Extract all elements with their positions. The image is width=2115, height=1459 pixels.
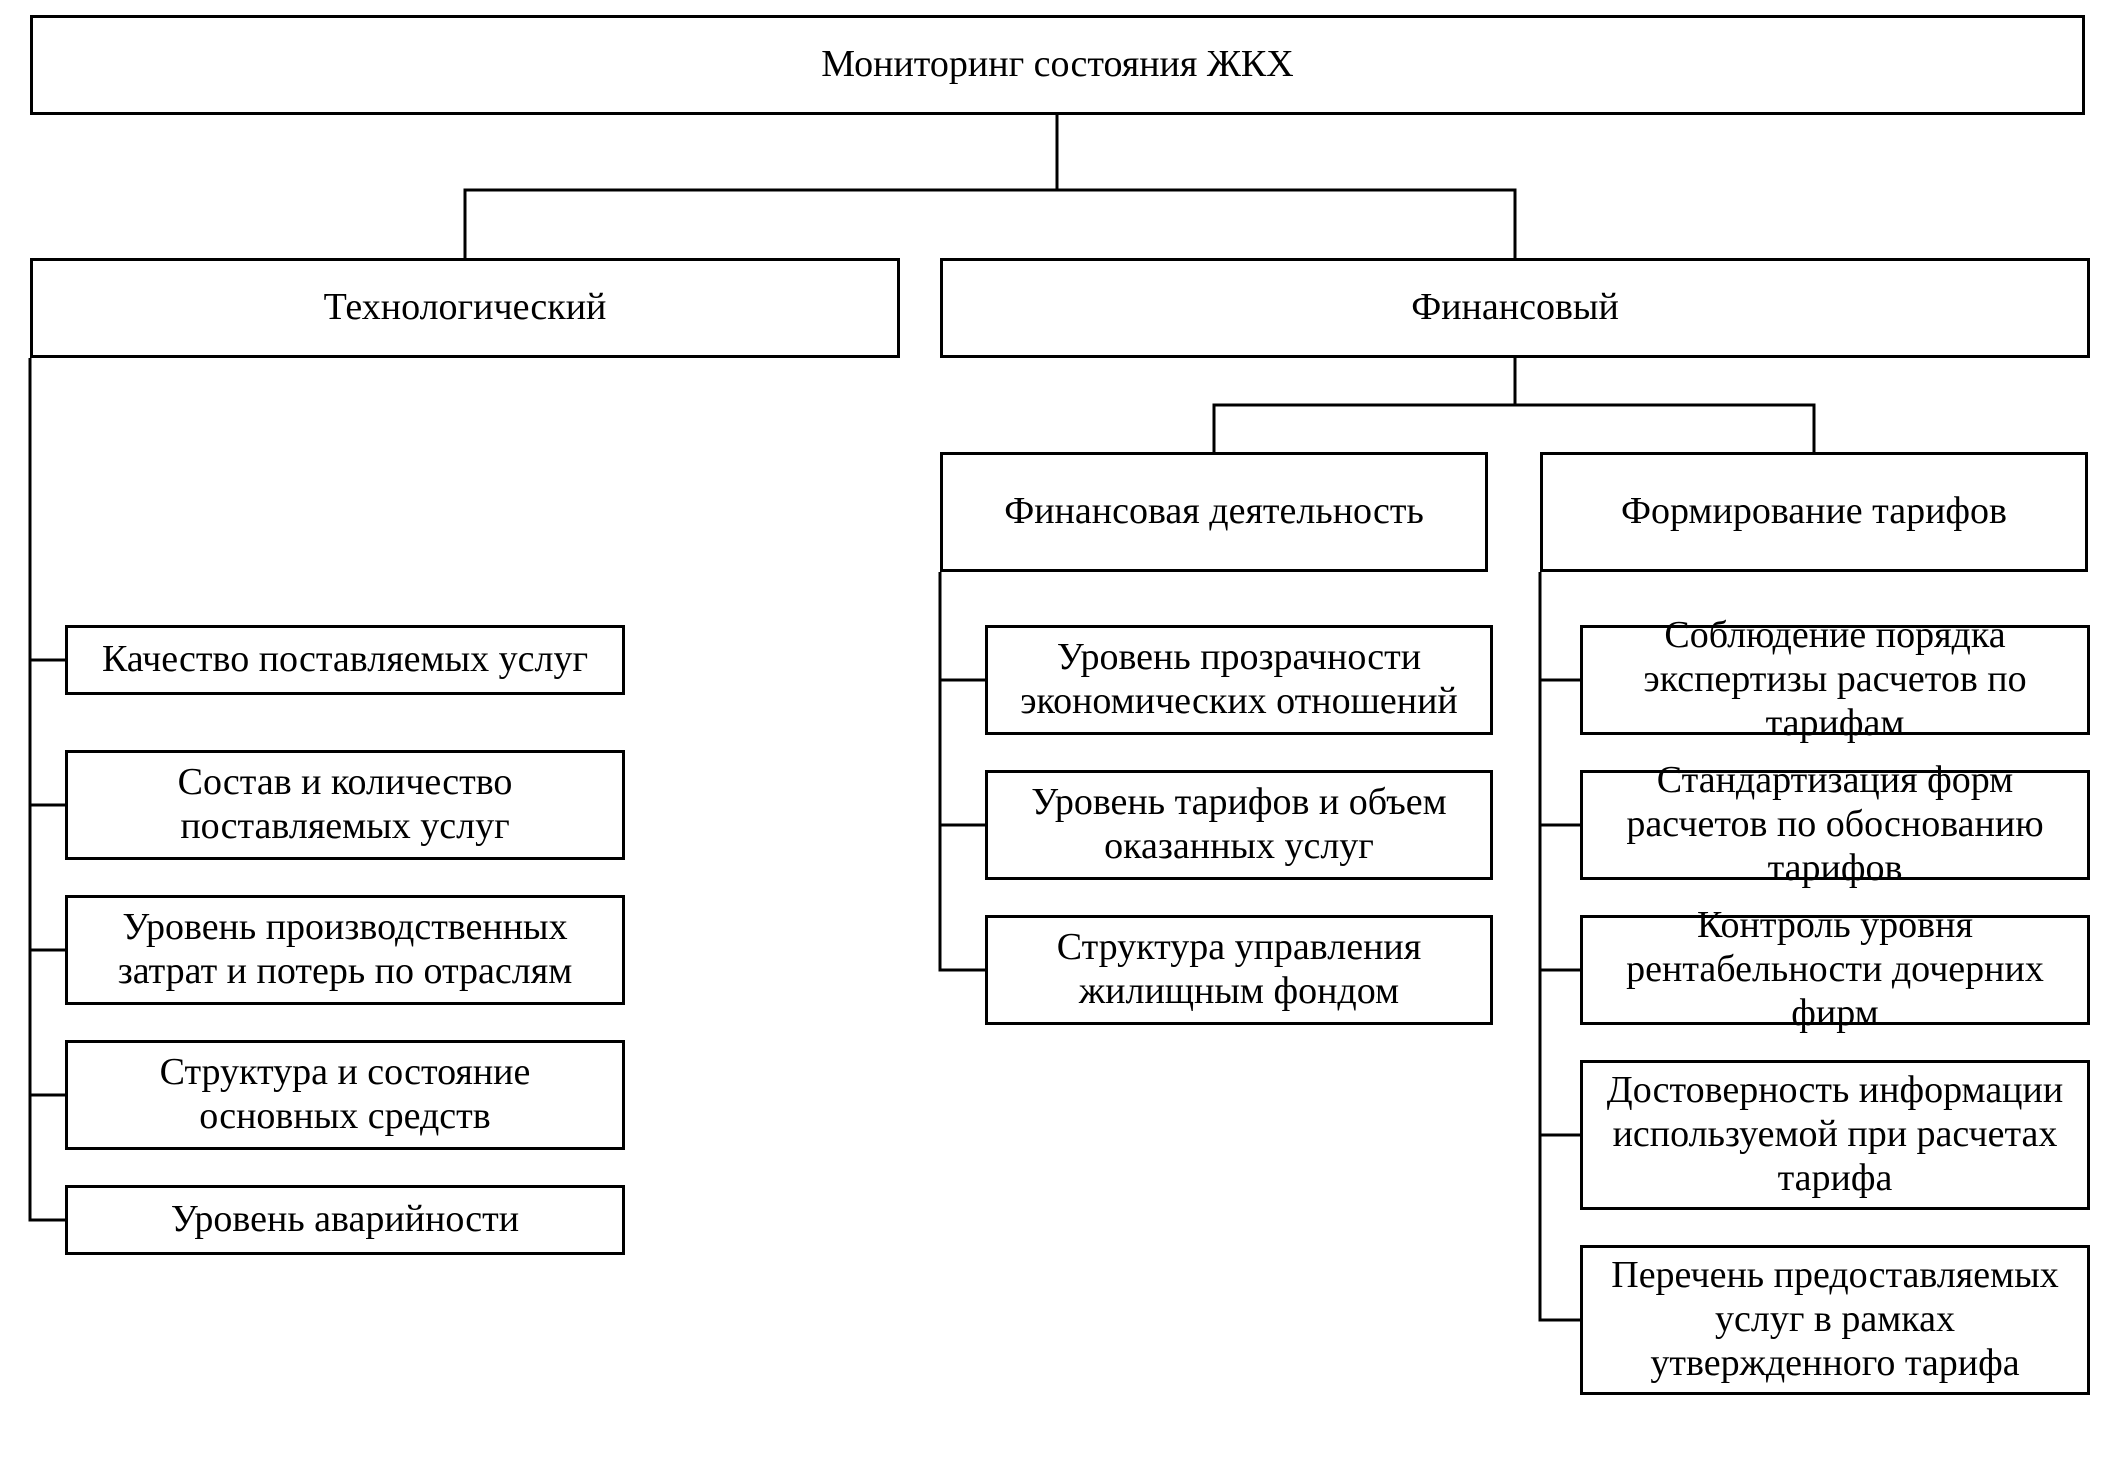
edge-fin_tar-ft3 (1540, 572, 1580, 970)
edge-root-tech (465, 115, 1057, 258)
node-ft3: Контроль уровня рентабельности дочерних … (1580, 915, 2090, 1025)
edge-tech-t4 (30, 358, 65, 1095)
node-fin_tar: Формирование тарифов (1540, 452, 2088, 572)
edge-root-fin (1057, 115, 1515, 258)
edge-tech-t3 (30, 358, 65, 950)
edge-fin_tar-ft4 (1540, 572, 1580, 1135)
edge-fin_tar-ft5 (1540, 572, 1580, 1320)
node-fin: Финансовый (940, 258, 2090, 358)
node-fin_act: Финансовая деятельность (940, 452, 1488, 572)
node-ft1: Соблюдение порядка экспертизы расчетов п… (1580, 625, 2090, 735)
edge-fin_act-fa2 (940, 572, 985, 825)
node-tech: Технологический (30, 258, 900, 358)
node-t2: Состав и количество поставляемых услуг (65, 750, 625, 860)
edge-tech-t5 (30, 358, 65, 1220)
node-root: Мониторинг состояния ЖКХ (30, 15, 2085, 115)
edge-tech-t2 (30, 358, 65, 805)
node-ft2: Стандартизация форм расчетов по обоснова… (1580, 770, 2090, 880)
node-t5: Уровень аварийности (65, 1185, 625, 1255)
edge-fin_act-fa1 (940, 572, 985, 680)
node-ft5: Перечень предоставляемых услуг в рамках … (1580, 1245, 2090, 1395)
node-fa3: Структура управления жилищным фондом (985, 915, 1493, 1025)
edge-fin_act-fa3 (940, 572, 985, 970)
edge-fin-fin_tar (1515, 358, 1814, 452)
node-t4: Структура и состояние основных средств (65, 1040, 625, 1150)
node-fa1: Уровень прозрачности экономических отнош… (985, 625, 1493, 735)
node-fa2: Уровень тарифов и объем оказанных услуг (985, 770, 1493, 880)
node-ft4: Достоверность информации используемой пр… (1580, 1060, 2090, 1210)
edge-fin_tar-ft2 (1540, 572, 1580, 825)
edge-tech-t1 (30, 358, 65, 660)
edge-fin-fin_act (1214, 358, 1515, 452)
node-t1: Качество поставляемых услуг (65, 625, 625, 695)
edge-fin_tar-ft1 (1540, 572, 1580, 680)
node-t3: Уровень производственных затрат и потерь… (65, 895, 625, 1005)
